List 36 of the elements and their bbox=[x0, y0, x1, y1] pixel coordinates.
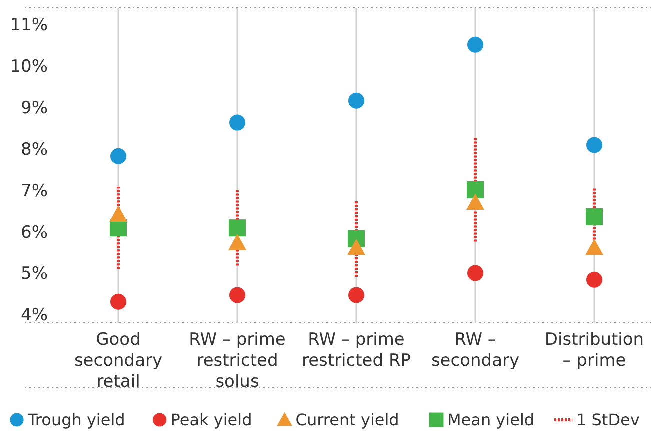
point bbox=[468, 36, 484, 53]
x-tick-label: RW – secondary bbox=[431, 330, 520, 371]
y-tick-label: 7% bbox=[21, 181, 48, 202]
point bbox=[586, 238, 604, 256]
y-tick-label: 9% bbox=[21, 98, 48, 118]
legend-label: Current yield bbox=[296, 410, 400, 430]
point bbox=[348, 238, 366, 256]
point bbox=[586, 137, 602, 154]
legend-label: Mean yield bbox=[448, 410, 535, 430]
x-tick-label: Distribution – prime bbox=[544, 330, 644, 371]
y-tick-label: 4% bbox=[21, 306, 48, 326]
text: 1 StDev bbox=[576, 410, 640, 430]
point bbox=[586, 208, 603, 226]
point bbox=[230, 114, 246, 131]
point bbox=[468, 265, 484, 282]
y-tick-label: 5% bbox=[21, 264, 48, 284]
y-tick-label: 6% bbox=[21, 222, 48, 243]
point bbox=[348, 287, 364, 304]
x-tick-label: RW – prime restricted RP bbox=[302, 330, 412, 371]
point bbox=[348, 92, 364, 109]
x-tick-label: RW – prime restricted solus bbox=[189, 330, 286, 392]
point bbox=[466, 194, 484, 210]
x-tick-label: Good secondary retail bbox=[74, 330, 163, 392]
y-tick-label: 10% bbox=[10, 56, 48, 77]
point bbox=[467, 181, 484, 198]
point bbox=[586, 272, 602, 288]
legend-label: Peak yield bbox=[170, 410, 252, 430]
point bbox=[228, 234, 246, 250]
point bbox=[110, 148, 126, 164]
y-tick-label: 8% bbox=[21, 140, 48, 160]
point bbox=[229, 220, 246, 237]
y-tick-label: 11% bbox=[10, 16, 48, 36]
point bbox=[230, 287, 246, 304]
point bbox=[110, 206, 128, 222]
legend-label: Trough yield bbox=[27, 410, 126, 430]
point bbox=[110, 294, 126, 310]
